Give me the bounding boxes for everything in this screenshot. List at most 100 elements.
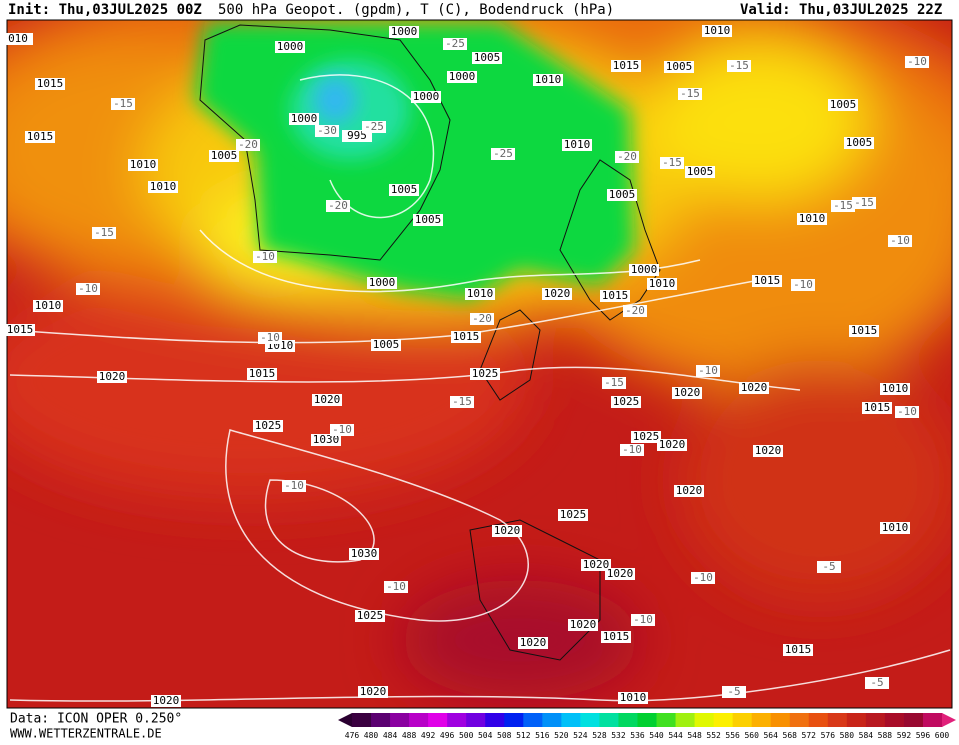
temperature-label: -10 (255, 250, 275, 263)
isobar-label: 1020 (314, 393, 341, 406)
isobar-label-bg (607, 189, 637, 201)
isobar-label: 1025 (613, 395, 640, 408)
colorbar-label: 528 (592, 731, 607, 740)
colorbar-label: 492 (421, 731, 436, 740)
colorbar-swatch (447, 713, 467, 727)
temperature-label: -10 (332, 423, 352, 436)
colorbar-swatch (846, 713, 867, 727)
isobar-label-bg (664, 61, 694, 73)
colorbar-label: 596 (916, 731, 931, 740)
isobar-label: 1005 (846, 136, 873, 149)
isobar-label: 1030 (313, 433, 340, 446)
isobar-label: 1005 (474, 51, 501, 64)
isobar-label-bg (618, 692, 648, 704)
isobar-label-bg (629, 264, 659, 276)
isobar-label: 1000 (369, 276, 396, 289)
temperature-label-bg (817, 561, 841, 573)
isobar-label: 1005 (666, 60, 693, 73)
isobar-label: 1005 (391, 183, 418, 196)
temperature-label: -15 (833, 199, 853, 212)
isobar-label: 1010 (150, 180, 177, 193)
colorbar-swatch (542, 713, 562, 727)
temperature-label-bg (620, 444, 644, 456)
isobar-label-bg (289, 113, 319, 125)
temperature-label: -10 (890, 234, 910, 247)
isobar-label: 1025 (255, 419, 282, 432)
isobar-label: 1020 (570, 618, 597, 631)
temperature-label: -10 (633, 613, 653, 626)
temperature-label: -10 (284, 479, 304, 492)
isobar-label-bg (631, 431, 661, 443)
colorbar-label: 580 (840, 731, 855, 740)
isobar-label-bg (413, 214, 443, 226)
isobar-label-bg (542, 288, 572, 300)
temperature-label: -20 (625, 304, 645, 317)
temperature-label-bg (852, 197, 876, 209)
colorbar-label: 592 (897, 731, 912, 740)
isobar-label-bg (451, 331, 481, 343)
temperature-label: -20 (617, 150, 637, 163)
isobar-label-bg (311, 434, 341, 446)
isobar-label: 1020 (607, 567, 634, 580)
colorbar: 476 480 484 488 492 496 500 504 508 512 516 520 524 5… (338, 713, 956, 740)
temperature-label-bg (727, 60, 751, 72)
isobar-label-bg (148, 181, 178, 193)
colorbar-swatch (618, 713, 638, 727)
isobar-label-bg (880, 383, 910, 395)
isobar-label: 1000 (631, 263, 658, 276)
colorbar-label: 516 (535, 731, 550, 740)
isobar-label-bg (562, 139, 592, 151)
temperature-label: -10 (693, 571, 713, 584)
isobar-label-bg (447, 71, 477, 83)
isobar-label-bg (358, 686, 388, 698)
colorbar-swatch (770, 713, 791, 727)
temperature-label-bg (678, 88, 702, 100)
isobar-label: 1020 (583, 558, 610, 571)
isobar-label-bg (844, 137, 874, 149)
isobar-label-bg (389, 184, 419, 196)
temperature-label-bg (258, 332, 282, 344)
isobar-label: 1020 (659, 438, 686, 451)
isobar-label: 1015 (453, 330, 480, 343)
isobar-label: 1010 (130, 158, 157, 171)
isobar-label-bg (739, 382, 769, 394)
isobar-label: 1025 (357, 609, 384, 622)
temperature-label: -15 (113, 97, 133, 110)
isobar-label: 1010 (564, 138, 591, 151)
isobar-label-bg (411, 91, 441, 103)
isobar-label: 1020 (755, 444, 782, 457)
isobar-label-bg (209, 150, 239, 162)
isobar-label-bg (828, 99, 858, 111)
temperature-label: -15 (604, 376, 624, 389)
temperature-label-bg (660, 157, 684, 169)
isobar-label-bg (611, 396, 641, 408)
colorbar-label: 548 (687, 731, 702, 740)
temperature-label: -10 (622, 443, 642, 456)
temperature-label-bg (888, 235, 912, 247)
isobar-label: 1020 (676, 484, 703, 497)
colorbar-label: 508 (497, 731, 512, 740)
isobar-label: 1000 (277, 40, 304, 53)
isobar-label-bg (312, 394, 342, 406)
isobar-label-bg (275, 41, 305, 53)
isobar-label-bg (533, 74, 563, 86)
isobar-label-bg (581, 559, 611, 571)
isobar-label-bg (25, 131, 55, 143)
temperature-label-bg (615, 151, 639, 163)
isobar-label-bg (783, 644, 813, 656)
colorbar-swatch (504, 713, 524, 727)
data-source: Data: ICON OPER 0.250° (10, 712, 182, 727)
isobar-label: 1000 (413, 90, 440, 103)
isobar-label-bg (518, 637, 548, 649)
isobar-label: 1005 (687, 165, 714, 178)
valid-label: Valid: Thu,03JUL2025 22Z (740, 2, 942, 18)
isobar-label-bg (128, 159, 158, 171)
isobar-label: 1015 (785, 643, 812, 656)
temperature-label: -10 (793, 278, 813, 291)
isobar-label-bg (492, 525, 522, 537)
isobar-label-bg (253, 420, 283, 432)
colorbar-swatch (827, 713, 848, 727)
isobar-label: 1010 (35, 299, 62, 312)
temperature-label: -10 (698, 364, 718, 377)
colorbar-swatch (390, 713, 410, 727)
